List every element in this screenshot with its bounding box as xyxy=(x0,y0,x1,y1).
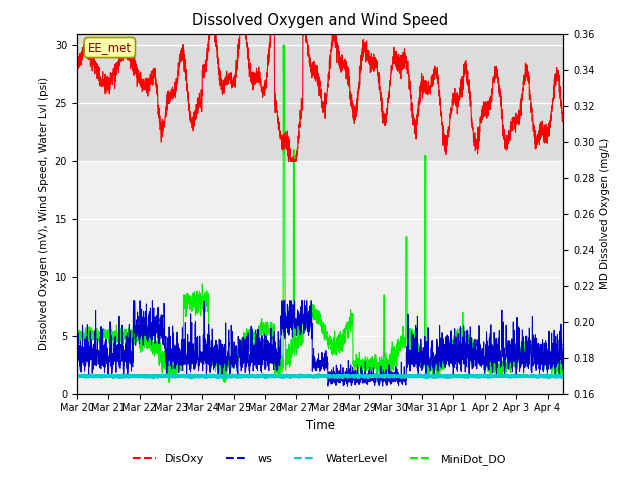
Y-axis label: Dissolved Oxygen (mV), Wind Speed, Water Lvl (psi): Dissolved Oxygen (mV), Wind Speed, Water… xyxy=(39,77,49,350)
X-axis label: Time: Time xyxy=(305,419,335,432)
Bar xyxy=(77,34,563,161)
Text: EE_met: EE_met xyxy=(88,41,132,54)
Title: Dissolved Oxygen and Wind Speed: Dissolved Oxygen and Wind Speed xyxy=(192,13,448,28)
Legend: DisOxy, ws, WaterLevel, MiniDot_DO: DisOxy, ws, WaterLevel, MiniDot_DO xyxy=(129,450,511,469)
Y-axis label: MD Dissolved Oxygen (mg/L): MD Dissolved Oxygen (mg/L) xyxy=(600,138,610,289)
Bar xyxy=(77,161,563,394)
